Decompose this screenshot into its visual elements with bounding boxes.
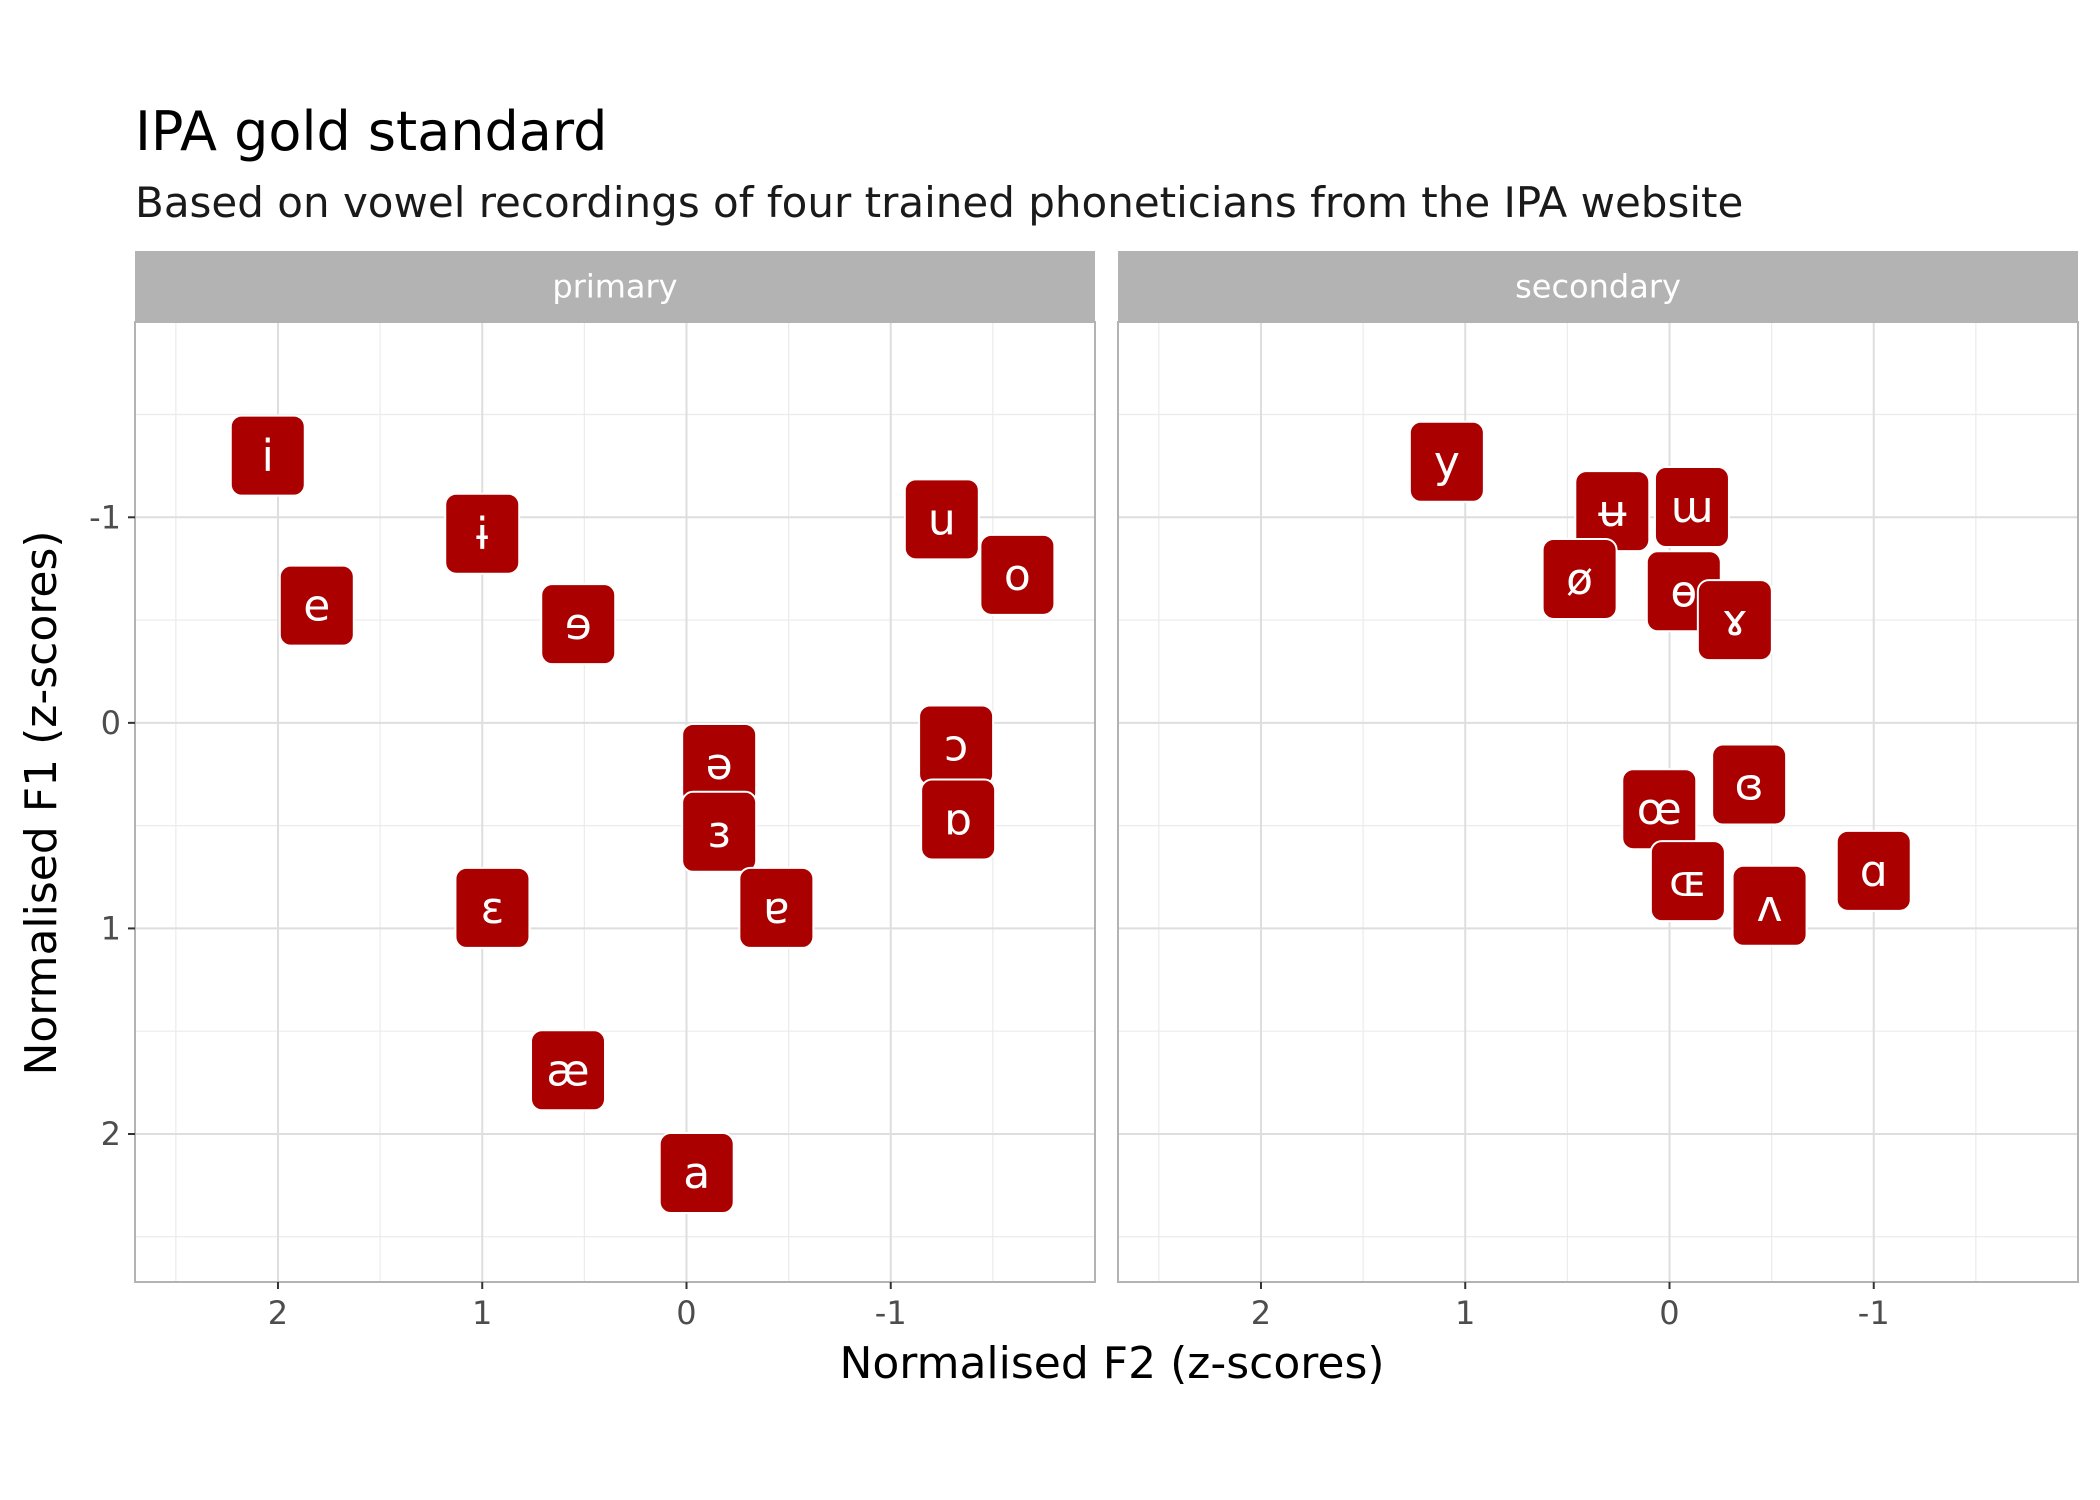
point-label: ɒ [944,794,972,845]
chart-subtitle: Based on vowel recordings of four traine… [135,178,1744,227]
point-label: y [1434,437,1460,488]
point-label: a [683,1148,710,1199]
point-label: ə [706,739,733,790]
y-tick-label: 2 [101,1115,121,1153]
x-tick-label: 2 [268,1294,288,1332]
chart-title: IPA gold standard [135,100,608,163]
point-box-ɘ [540,583,617,666]
facet-strip-secondary [1118,251,2078,322]
point-label: ɶ [1669,856,1707,907]
point-label: œ [1637,784,1682,835]
point-box-i [229,414,306,497]
x-tick-label: -1 [875,1294,907,1332]
y-tick-label: 1 [101,909,121,947]
point-box-ɞ [1711,743,1788,826]
point-box-ɐ [738,866,815,949]
point-label: ɔ [944,720,968,771]
facet-label-primary: primary [552,268,677,306]
x-tick-label: 2 [1251,1294,1271,1332]
panel-border-secondary [1117,321,2079,1283]
x-tick-label: 1 [472,1294,492,1332]
point-box-ø [1541,537,1618,620]
point-box-ɨ [444,492,521,575]
point-label: ɯ [1671,482,1714,533]
point-label: æ [546,1045,589,1096]
point-label: ʉ [1598,486,1626,537]
x-axis-label: Normalised F2 (z-scores) [839,1338,1384,1389]
point-box-a [658,1132,735,1215]
point-box-ɛ [454,866,531,949]
point-label: ɘ [565,599,592,650]
point-label: ɨ [476,509,488,560]
point-label: ɞ [1735,760,1764,811]
point-box-e [278,564,355,647]
point-box-ɤ [1696,579,1773,662]
point-label: ɐ [763,883,789,934]
x-tick-label: 1 [1455,1294,1475,1332]
point-label: i [262,431,274,482]
point-label: e [303,581,330,632]
panel-border-primary [134,321,1096,1283]
point-box-ɒ [920,778,997,861]
point-box-ɜ [681,790,758,873]
facet-label-secondary: secondary [1515,268,1681,306]
point-label: ɵ [1670,566,1697,617]
point-label: ʌ [1757,881,1783,932]
point-box-ɯ [1653,466,1730,549]
point-label: ɜ [707,807,730,858]
facet-strip-primary [135,251,1095,322]
point-box-ɶ [1649,840,1726,923]
y-axis-label: Normalised F1 (z-scores) [16,530,67,1075]
y-tick-label: 0 [101,704,121,742]
point-label: o [1004,550,1031,601]
point-box-u [903,478,980,561]
x-tick-label: 0 [1659,1294,1679,1332]
point-label: ɛ [481,883,505,934]
point-box-ʌ [1731,864,1808,947]
y-tick-label: -1 [89,498,121,536]
point-box-æ [530,1029,607,1112]
point-box-ɑ [1835,829,1912,912]
point-label: ɤ [1722,595,1748,646]
point-label: u [928,494,956,545]
point-label: ɑ [1860,846,1888,897]
x-tick-label: 0 [676,1294,696,1332]
point-box-y [1408,420,1485,503]
point-label: ø [1566,554,1593,605]
point-box-o [979,533,1056,616]
x-tick-label: -1 [1858,1294,1890,1332]
